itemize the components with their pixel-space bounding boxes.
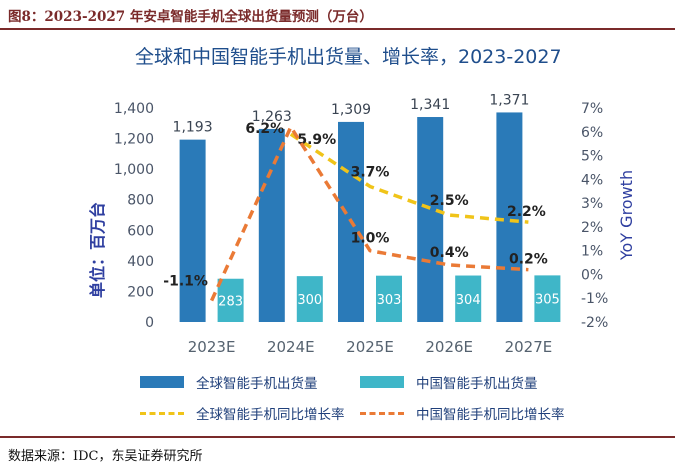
y-tick-label: 800 (127, 193, 154, 209)
point-label-global-growth: 2.5% (430, 193, 469, 209)
bar-china-label: 305 (535, 293, 560, 308)
point-label-china-growth: 0.2% (509, 252, 548, 268)
y-tick-label: 400 (127, 254, 154, 270)
y2-tick-label: 0% (581, 267, 603, 283)
point-label-china-growth: -1.1% (163, 274, 208, 290)
bar-china-label: 300 (297, 293, 322, 308)
y2-tick-label: 3% (581, 196, 603, 212)
point-label-china-growth: 6.2% (245, 121, 284, 137)
bar-china (455, 275, 482, 322)
bar-china (296, 276, 323, 322)
line-global-growth (289, 132, 529, 224)
bar-global-label: 1,263 (252, 109, 292, 125)
y-axis-label: 单位：百万台 (88, 202, 107, 298)
y2-tick-label: -2% (581, 315, 608, 331)
chart-title: 全球和中国智能手机出货量、增长率，2023-2027 (135, 46, 562, 68)
y-tick-label: 1,400 (114, 101, 154, 117)
point-label-china-growth: 0.4% (430, 245, 469, 261)
x-tick-label: 2027E (505, 338, 553, 356)
y2-tick-label: 5% (581, 149, 603, 165)
bar-china (534, 275, 561, 322)
y2-tick-label: 2% (581, 220, 603, 236)
y-tick-label: 0 (145, 315, 154, 331)
bar-global (496, 112, 523, 322)
y-tick-label: 1,200 (114, 132, 154, 148)
bar-china-label: 283 (218, 294, 243, 309)
bar-global (417, 117, 444, 322)
y-tick-label: 200 (127, 284, 154, 300)
x-tick-label: 2025E (346, 338, 394, 356)
bar-china-label: 304 (456, 293, 481, 308)
y2-tick-label: 1% (581, 244, 603, 260)
x-tick-label: 2024E (267, 338, 315, 356)
bar-china (217, 278, 244, 322)
bar-global-label: 1,371 (489, 92, 529, 108)
y2-tick-label: -1% (581, 291, 608, 307)
point-label-global-growth: 2.2% (507, 204, 546, 220)
point-label-china-growth: 1.0% (351, 231, 390, 247)
x-tick-label: 2023E (188, 338, 236, 356)
point-label-global-growth: 3.7% (351, 164, 390, 180)
source-note: 数据来源：IDC，东吴证券研究所 (8, 449, 203, 464)
x-tick-label: 2026E (425, 338, 473, 356)
y2-tick-label: 4% (581, 172, 603, 188)
figure-header: 图8：2023-2027 年安卓智能手机全球出货量预测（万台） (0, 0, 675, 30)
bar-china-label: 303 (377, 293, 402, 308)
line-china-growth (210, 125, 529, 302)
bar-global-label: 1,341 (410, 97, 450, 113)
bar-global-label: 1,309 (331, 102, 371, 118)
y2-tick-label: 6% (581, 125, 603, 141)
figure-caption: 图8：2023-2027 年安卓智能手机全球出货量预测（万台） (8, 9, 373, 25)
bar-global (258, 128, 285, 322)
y2-tick-label: 7% (581, 101, 603, 117)
point-label-global-growth: 5.9% (297, 132, 336, 148)
y-tick-label: 600 (127, 223, 154, 239)
y2-axis-label: YoY Growth (617, 170, 636, 261)
y-tick-label: 1,000 (114, 162, 154, 178)
bar-global (179, 139, 206, 322)
source-footer: 数据来源：IDC，东吴证券研究所 (0, 436, 675, 465)
bar-global-label: 1,193 (173, 120, 213, 136)
bar-china (376, 275, 402, 322)
